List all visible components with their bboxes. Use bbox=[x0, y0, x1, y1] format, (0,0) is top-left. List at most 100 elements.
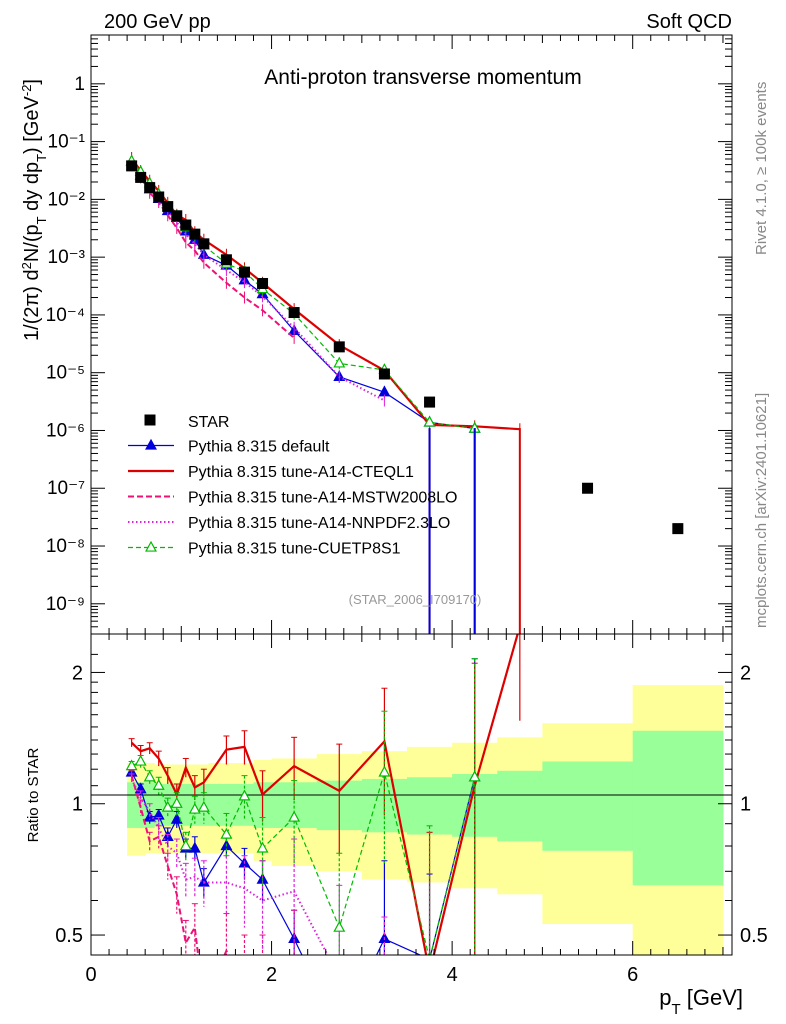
svg-text:pT [GeV]: pT [GeV] bbox=[659, 985, 743, 1018]
star-data-point bbox=[135, 171, 147, 183]
ratio-marker bbox=[152, 778, 165, 790]
ratio-marker bbox=[197, 800, 210, 812]
legend-marker bbox=[145, 438, 157, 450]
star-data-point bbox=[672, 523, 684, 535]
legend-marker bbox=[145, 540, 157, 552]
ratio-marker bbox=[256, 841, 269, 853]
ratio-y-tick-label-right: 0.5 bbox=[740, 925, 768, 947]
stat-band-bin bbox=[181, 783, 191, 826]
stat-band-bin bbox=[127, 782, 137, 828]
watermark: (STAR_2006_I709170) bbox=[349, 592, 482, 607]
side-note-bottom: mcplots.cern.ch [arXiv:2401.10621] bbox=[753, 393, 770, 628]
legend-marker-star bbox=[144, 414, 156, 426]
legend-label-1: Pythia 8.315 tune-A14-CTEQL1 bbox=[188, 464, 414, 481]
star-data-point bbox=[238, 266, 250, 278]
star-data-point bbox=[144, 182, 156, 194]
star-data-point bbox=[180, 219, 192, 231]
ratio-marker bbox=[170, 796, 183, 808]
main-axes-layer: 10⁻⁹ 10⁻⁸ 10⁻⁷ 10⁻⁶ 10⁻⁵ 10⁻⁴ 10⁻³ 10⁻² 10⁻¹ 1 bbox=[46, 34, 732, 635]
legend: STAR Pythia 8.315 default Pythia 8.315 tun… bbox=[128, 414, 457, 558]
x-axis-label: pT [GeV] bbox=[659, 985, 743, 1018]
stat-band-bin bbox=[235, 783, 255, 826]
main-y-tick-label: 1 bbox=[74, 74, 85, 95]
side-note-top: Rivet 4.1.0, ≥ 100k events bbox=[753, 82, 770, 255]
stat-band-bin bbox=[154, 783, 164, 826]
legend-label-0: Pythia 8.315 default bbox=[188, 439, 330, 456]
stat-band-bin bbox=[208, 783, 236, 826]
star-data-point bbox=[582, 482, 594, 494]
ratio-y-axis-label: Ratio to STAR bbox=[25, 747, 42, 842]
x-tick-label: 0 bbox=[85, 964, 96, 986]
star-data-point bbox=[153, 191, 165, 203]
ratio-marker bbox=[161, 800, 174, 812]
ratio-marker bbox=[333, 920, 346, 932]
x-tick-label: 2 bbox=[266, 964, 277, 986]
main-marker bbox=[333, 356, 346, 368]
star-data-point bbox=[189, 228, 201, 240]
ratio-marker bbox=[170, 812, 183, 824]
header-right: Soft QCD bbox=[646, 11, 732, 33]
ratio-band-layer bbox=[127, 685, 724, 955]
star-data-point bbox=[288, 307, 300, 319]
ratio-series-line-2 bbox=[130, 775, 230, 955]
ratio-marker bbox=[125, 759, 138, 771]
star-data-point bbox=[171, 210, 183, 222]
main-y-tick-label: 10⁻⁹ bbox=[46, 594, 85, 615]
star-data-point bbox=[220, 254, 232, 266]
star-data-point bbox=[198, 238, 210, 250]
ratio-y-tick-label: 1 bbox=[72, 794, 83, 816]
main-y-tick-label: 10⁻³ bbox=[48, 247, 86, 268]
star-data-point bbox=[378, 368, 390, 380]
legend-label-star: STAR bbox=[188, 414, 229, 431]
ratio-series-line-3 bbox=[130, 778, 329, 955]
ratio-y-tick-label-right: 2 bbox=[740, 662, 751, 684]
main-y-tick-label: 10⁻⁷ bbox=[47, 478, 85, 499]
header-left: 200 GeV pp bbox=[104, 11, 211, 33]
ratio-marker bbox=[288, 810, 301, 822]
ratio-marker bbox=[378, 765, 391, 777]
main-y-tick-label: 10⁻⁶ bbox=[46, 420, 85, 441]
ratio-y-tick-label: 2 bbox=[72, 662, 83, 684]
star-data-point bbox=[162, 201, 174, 213]
ratio-series-layer bbox=[125, 633, 523, 956]
ratio-marker bbox=[134, 754, 147, 766]
star-data-point bbox=[424, 396, 436, 408]
chart-title: Anti-proton transverse momentum bbox=[264, 66, 581, 89]
svg-text:1/(2π) d2N/(pT dy dpT) [GeV-2: 1/(2π) d2N/(pT dy dpT) [GeV-2] bbox=[19, 79, 49, 341]
main-y-axis-label: 1/(2π) d2N/(pT dy dpT) [GeV-2] bbox=[19, 79, 49, 341]
ratio-marker bbox=[143, 770, 156, 782]
main-data-layer bbox=[126, 160, 684, 535]
main-series-line-0 bbox=[131, 161, 475, 430]
legend-label-3: Pythia 8.315 tune-A14-NNPDF2.3LO bbox=[188, 515, 450, 532]
main-y-tick-label: 10⁻⁸ bbox=[46, 536, 85, 557]
main-y-tick-label: 10⁻² bbox=[48, 189, 86, 210]
ratio-marker bbox=[238, 789, 251, 801]
ratio-y-tick-label-right: 1 bbox=[740, 794, 751, 816]
stat-band-bin bbox=[632, 730, 724, 886]
stat-band-bin bbox=[542, 761, 634, 851]
main-series-line-4 bbox=[131, 160, 475, 430]
ratio-marker bbox=[179, 839, 192, 851]
ratio-marker bbox=[468, 770, 481, 782]
ratio-marker bbox=[188, 802, 201, 814]
legend-label-4: Pythia 8.315 tune-CUETP8S1 bbox=[188, 541, 401, 558]
main-y-tick-label: 10⁻⁵ bbox=[46, 363, 85, 384]
stat-band-bin bbox=[406, 777, 453, 835]
ratio-panel-frame bbox=[90, 633, 733, 956]
star-data-point bbox=[333, 341, 345, 353]
ratio-marker bbox=[188, 841, 201, 853]
main-series-line-1 bbox=[130, 157, 520, 431]
ratio-y-tick-label: 0.5 bbox=[55, 925, 83, 947]
main-y-tick-label: 10⁻¹ bbox=[48, 132, 86, 153]
x-tick-label: 4 bbox=[447, 964, 458, 986]
stat-band-bin bbox=[497, 770, 543, 842]
main-marker bbox=[423, 415, 436, 427]
legend-label-2: Pythia 8.315 tune-A14-MSTW2008LO bbox=[188, 490, 457, 507]
ratio-series-line-1 bbox=[130, 634, 519, 955]
main-y-tick-label: 10⁻⁴ bbox=[46, 305, 85, 326]
star-data-point bbox=[126, 160, 138, 172]
x-tick-label: 6 bbox=[627, 964, 638, 986]
ratio-marker bbox=[220, 827, 233, 839]
star-data-point bbox=[257, 277, 269, 289]
